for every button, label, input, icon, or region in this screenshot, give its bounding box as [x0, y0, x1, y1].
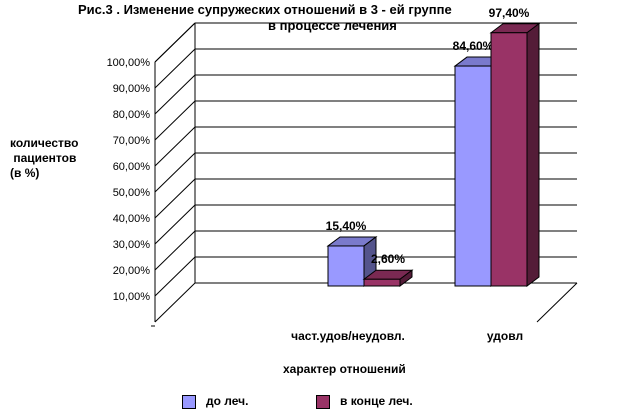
- legend-label-series-1: до леч.: [206, 394, 249, 408]
- y-tick-label: 40,00%: [113, 213, 151, 225]
- y-tick-label: 10,00%: [113, 291, 151, 303]
- bar-1-1: [490, 32, 528, 287]
- bar-0-1: [363, 278, 401, 287]
- y-axis-label: количество пациентов (в %): [10, 136, 79, 180]
- gridline-diagonal: [154, 126, 196, 167]
- legend-swatch-series-2: [316, 395, 330, 409]
- chart-title-line2: в процессе лечения: [268, 18, 397, 33]
- gridline-diagonal: [154, 204, 196, 245]
- data-label-0-0: 15,40%: [326, 219, 367, 233]
- gridline-diagonal: [154, 152, 196, 193]
- y-tick-label: 70,00%: [113, 135, 151, 147]
- gridline-diagonal: [154, 74, 196, 115]
- legend-label-series-2: в конце леч.: [340, 394, 413, 408]
- y-tick-label: 50,00%: [113, 187, 151, 199]
- bar-0-0: [327, 245, 365, 287]
- gridline-diagonal: [154, 178, 196, 219]
- y-tick-label: 90,00%: [113, 83, 151, 95]
- x-axis-label: характер отношений: [283, 362, 406, 376]
- gridline-diagonal: [154, 100, 196, 141]
- data-label-1-1: 97,40%: [489, 6, 530, 20]
- gridline-diagonal: [154, 230, 196, 271]
- data-label-0-1: 2,60%: [371, 252, 405, 266]
- y-tick-label: 60,00%: [113, 161, 151, 173]
- floor-left-edge: [154, 282, 196, 323]
- y-tick-label: 100,00%: [107, 57, 151, 69]
- y-tick-label: 30,00%: [113, 239, 151, 251]
- bar-1-0: [454, 65, 492, 287]
- x-tick-label: удовл: [487, 329, 523, 343]
- floor-right-edge: [536, 282, 578, 323]
- gridline-diagonal: [154, 22, 196, 63]
- chart-title-line1: Рис.3 . Изменение супружеских отношений …: [78, 2, 452, 17]
- y-tick-label: 80,00%: [113, 109, 151, 121]
- x-tick-label: част.удов/неудовл.: [291, 329, 405, 343]
- gridline-diagonal: [154, 256, 196, 297]
- y-tick-label: 20,00%: [113, 265, 151, 277]
- bar-side-1-1: [526, 22, 540, 287]
- gridline-diagonal: [154, 48, 196, 89]
- data-label-1-0: 84,60%: [453, 39, 494, 53]
- legend-swatch-series-1: [182, 395, 196, 409]
